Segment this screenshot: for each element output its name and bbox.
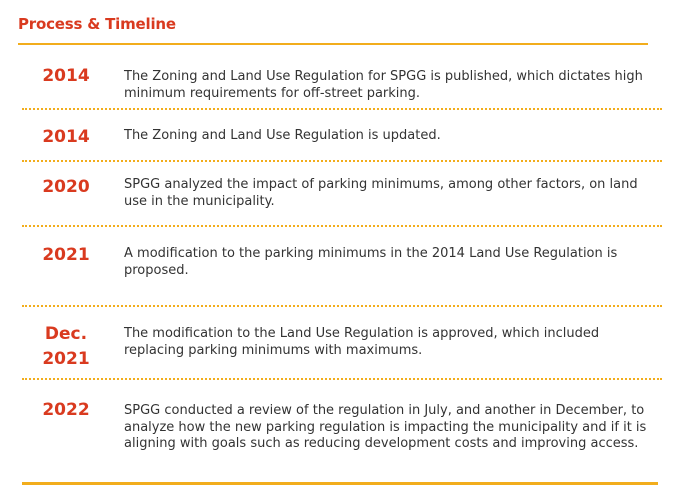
timeline-description: SPGG analyzed the impact of parking mini… [124, 177, 638, 209]
timeline-year-line: 2021 [42, 349, 90, 369]
timeline-description: The Zoning and Land Use Regulation is up… [124, 128, 441, 143]
timeline-year: Dec. 2021 [32, 322, 100, 372]
timeline-year: 2022 [42, 400, 90, 420]
timeline-divider [22, 378, 662, 380]
page-title: Process & Timeline [18, 15, 176, 33]
timeline-divider [22, 225, 662, 227]
timeline-description: The Zoning and Land Use Regulation for S… [124, 69, 643, 101]
timeline-description: The modification to the Land Use Regulat… [124, 326, 600, 358]
timeline-description: SPGG conducted a review of the regulatio… [124, 403, 647, 451]
timeline-year: 2021 [42, 245, 90, 265]
timeline-year: 2014 [42, 66, 90, 86]
timeline-year: 2020 [42, 177, 90, 197]
title-underline [18, 43, 648, 45]
timeline-divider [22, 108, 662, 110]
timeline-year-line: Dec. [44, 324, 88, 344]
timeline-description: A modification to the parking minimums i… [124, 246, 618, 278]
timeline-divider [22, 305, 662, 307]
bottom-rule [22, 482, 658, 485]
timeline-divider [22, 160, 662, 162]
timeline-year: 2014 [42, 127, 90, 147]
